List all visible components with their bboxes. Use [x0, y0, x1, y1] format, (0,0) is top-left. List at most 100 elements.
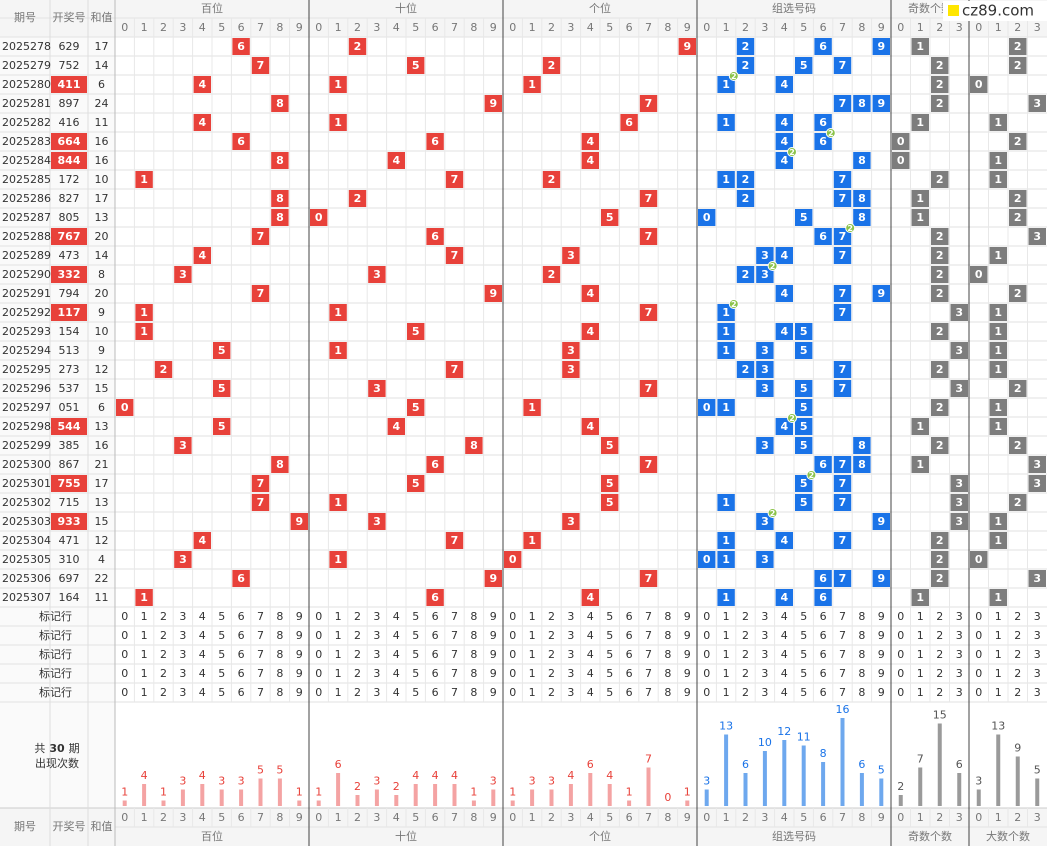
- cell-digit: 4: [586, 420, 594, 433]
- mark-row-digit: 1: [917, 629, 924, 642]
- cell-mark: [368, 266, 386, 283]
- cell-mark: [931, 57, 949, 74]
- mark-row-digit: 0: [315, 629, 322, 642]
- mark-row-digit: 0: [897, 686, 904, 699]
- count-label: 6: [858, 758, 865, 771]
- cell-mark: [989, 114, 1007, 131]
- cell-digit: 9: [877, 97, 885, 110]
- cell-digit: 9: [295, 515, 303, 528]
- cell-digit: 0: [975, 78, 983, 91]
- cell-digit: 2: [936, 363, 944, 376]
- count-bar: [1035, 778, 1040, 806]
- cell-mark: [833, 475, 852, 492]
- mark-row-digit: 2: [354, 686, 361, 699]
- sum: 10: [95, 173, 109, 186]
- mark-row-digit: 0: [897, 610, 904, 623]
- mark-row-digit: 1: [723, 686, 730, 699]
- mark-row-digit: 1: [995, 648, 1002, 661]
- period: 2025295: [2, 363, 51, 376]
- cell-digit: 2: [354, 40, 362, 53]
- cell-mark: [717, 76, 735, 93]
- cell-digit: 6: [431, 458, 439, 471]
- mark-row-digit: 5: [218, 667, 225, 680]
- cell-digit: 9: [877, 515, 885, 528]
- column-digit: 3: [567, 21, 574, 34]
- cell-digit: 6: [819, 230, 827, 243]
- sum: 13: [95, 211, 109, 224]
- cell-mark: [872, 285, 890, 302]
- cell-mark: [911, 114, 929, 131]
- mark-row-digit: 4: [199, 648, 206, 661]
- cell-mark: [931, 228, 949, 245]
- cell-digit: 0: [703, 553, 711, 566]
- sum: 12: [95, 363, 109, 376]
- cell-mark: [717, 342, 735, 359]
- mark-row-digit: 1: [141, 629, 148, 642]
- cell-mark: [329, 76, 347, 93]
- cell-digit: 1: [994, 249, 1002, 262]
- cell-mark: [329, 342, 347, 359]
- mark-row-digit: 1: [335, 686, 342, 699]
- cell-digit: 4: [780, 420, 788, 433]
- cell-digit: 3: [955, 496, 963, 509]
- mark-row-digit: 7: [839, 648, 846, 661]
- cell-digit: 1: [140, 325, 148, 338]
- cell-digit: 8: [858, 154, 866, 167]
- cell-mark: [950, 342, 968, 359]
- draw-number: 051: [59, 401, 80, 414]
- column-digit: 3: [567, 811, 574, 824]
- cell-mark: [814, 456, 832, 473]
- cell-digit: 8: [858, 97, 866, 110]
- cell-mark: [717, 399, 735, 416]
- mark-row-digit: 4: [587, 648, 594, 661]
- cell-digit: 4: [780, 249, 788, 262]
- cell-mark: [445, 247, 464, 264]
- mark-row-digit: 1: [917, 610, 924, 623]
- count-bar: [297, 800, 302, 806]
- cell-digit: 7: [839, 249, 847, 262]
- draw-number: 933: [58, 515, 81, 528]
- period: 2025285: [2, 173, 51, 186]
- cell-mark: [1009, 437, 1027, 454]
- sum: 24: [95, 97, 109, 110]
- cell-digit: 1: [994, 420, 1002, 433]
- mark-row-digit: 5: [800, 629, 807, 642]
- cell-mark: [251, 285, 270, 302]
- section-header: 组选号码: [772, 1, 816, 15]
- mark-row-digit: 2: [936, 667, 943, 680]
- mark-row-digit: 7: [451, 648, 458, 661]
- cell-mark: [931, 171, 949, 188]
- sum: 6: [98, 78, 105, 91]
- count-label: 3: [218, 775, 225, 788]
- mark-row-digit: 1: [141, 648, 148, 661]
- count-label: 1: [160, 786, 167, 799]
- cell-mark: [639, 456, 658, 473]
- watermark-bg: [943, 1, 1047, 21]
- stats-label: 出现次数: [35, 756, 79, 770]
- cell-digit: 2: [1014, 287, 1022, 300]
- column-digit: 4: [199, 811, 206, 824]
- cell-mark: [833, 456, 852, 473]
- cell-mark: [329, 551, 347, 568]
- cell-mark: [911, 456, 929, 473]
- mark-row-digit: 7: [257, 610, 264, 623]
- cell-digit: 2: [936, 268, 944, 281]
- cell-mark: [989, 532, 1007, 549]
- cell-digit: 7: [839, 572, 847, 585]
- column-digit: 3: [1034, 21, 1041, 34]
- count-label: 1: [684, 786, 691, 799]
- cell-mark: [232, 570, 250, 587]
- cell-mark: [833, 95, 852, 112]
- cell-mark: [174, 437, 192, 454]
- count-label: 1: [470, 786, 477, 799]
- count-bar: [142, 784, 147, 806]
- cell-mark: [853, 437, 871, 454]
- cell-digit: 8: [276, 97, 284, 110]
- mark-row-digit: 5: [606, 648, 613, 661]
- cell-mark: [290, 513, 308, 530]
- cell-digit: 1: [994, 116, 1002, 129]
- mark-row-digit: 7: [451, 686, 458, 699]
- count-bar: [627, 800, 632, 806]
- mark-row-digit: 8: [858, 610, 865, 623]
- cell-mark: [833, 171, 852, 188]
